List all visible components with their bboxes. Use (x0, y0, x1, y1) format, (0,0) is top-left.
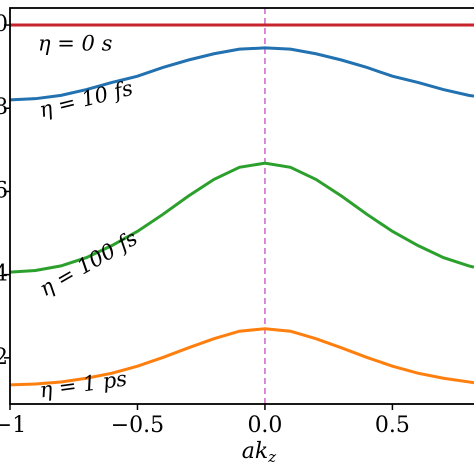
series-label: η = 100 fs (35, 226, 141, 301)
series-label: η = 10 fs (37, 76, 136, 122)
y-tick-label: 0.6 (0, 178, 8, 203)
x-tick-label: −0.5 (111, 413, 164, 438)
series-line (9, 161, 474, 274)
y-tick-label: 0.4 (0, 262, 8, 287)
plot-frame (9, 7, 474, 405)
y-tick-label: 1.0 (0, 12, 8, 37)
x-axis-label: akz (242, 439, 276, 466)
x-axis-label-main: ak (242, 439, 268, 464)
x-axis-label-sub: z (267, 448, 276, 466)
y-tick-label: 0.2 (0, 345, 8, 370)
y-tick-label: 0.8 (0, 95, 8, 120)
x-tick-label: −1 (0, 413, 26, 438)
series-line (9, 46, 474, 102)
series-label: η = 0 s (38, 32, 113, 56)
x-tick-label: 0.5 (375, 413, 410, 438)
series-label: η = 1 ps (38, 366, 128, 402)
series-line (9, 327, 474, 387)
x-tick-label: 0.0 (247, 413, 282, 438)
